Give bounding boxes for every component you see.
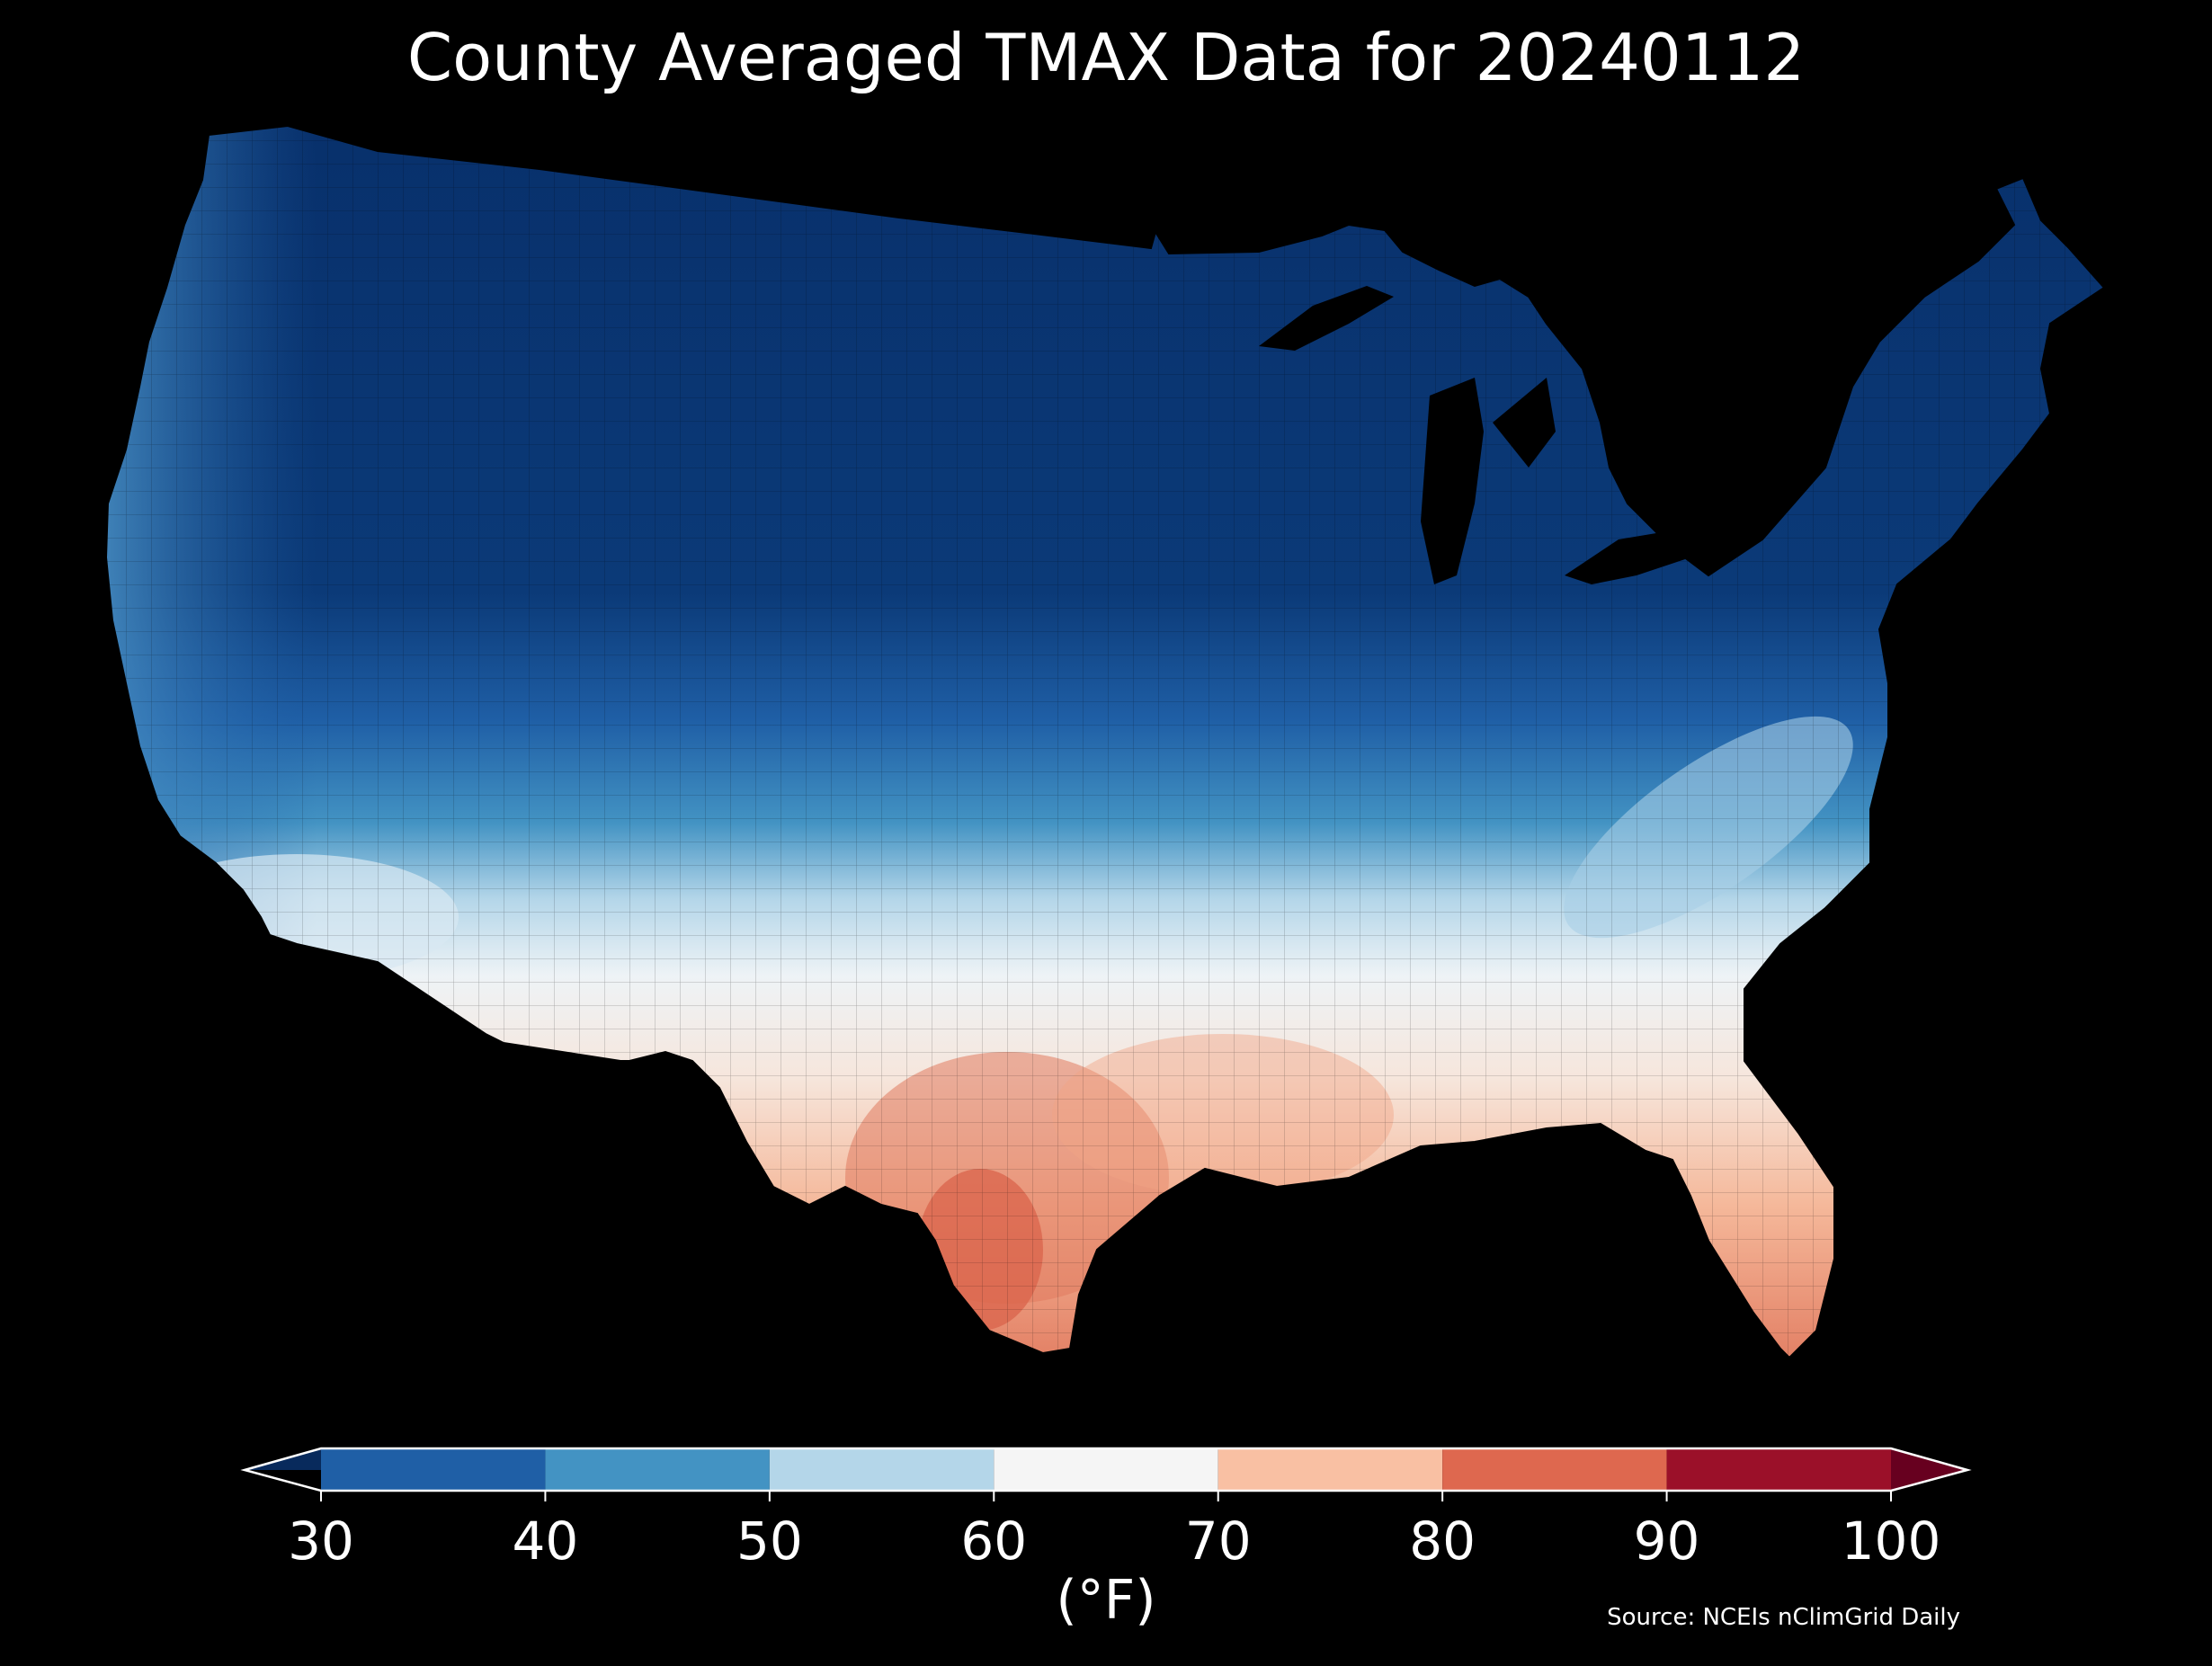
colorbar-tick-label: 80 (1409, 1510, 1476, 1572)
colorbar-bin-40-50 (545, 1448, 770, 1491)
colorbar-over-extension (1891, 1448, 1967, 1491)
colorbar: 30 40 50 60 70 80 90 100 (240, 1447, 1972, 1572)
colorbar-bin-50-60 (769, 1448, 995, 1491)
colorbar-unit-label: (°F) (1056, 1569, 1156, 1632)
contiguous-us-county-map (106, 126, 2104, 1358)
colorbar-bin-90-100 (1666, 1448, 1891, 1491)
colorbar-tick-label: 50 (736, 1510, 803, 1572)
map-title: County Averaged TMAX Data for 20240112 (406, 20, 1806, 95)
colorbar-bin-70-80 (1217, 1448, 1443, 1491)
source-note: Source: NCEIs nClimGrid Daily (1607, 1604, 1960, 1631)
colorbar-tick-label: 100 (1842, 1510, 1941, 1572)
colorbar-tick-label: 70 (1185, 1510, 1252, 1572)
colorbar-bin-60-70 (994, 1448, 1218, 1491)
colorbar-bin-80-90 (1442, 1448, 1667, 1491)
colorbar-tick-label: 90 (1634, 1510, 1700, 1572)
colorbar-under-extension (245, 1448, 321, 1491)
great-lakes (1259, 286, 1762, 584)
colorbar-tick-label: 40 (513, 1510, 579, 1572)
colorbar-bin-30-40 (321, 1448, 546, 1491)
colorbar-tick-label: 30 (288, 1510, 354, 1572)
colorbar-tick-label: 60 (960, 1510, 1027, 1572)
